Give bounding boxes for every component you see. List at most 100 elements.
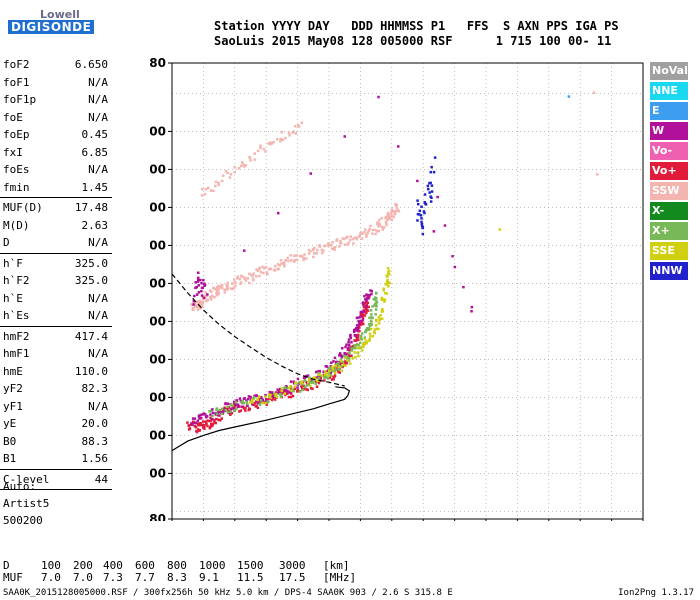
legend-item: SSE (650, 242, 688, 260)
trace-point (339, 242, 343, 245)
trace-point (256, 398, 260, 401)
trace-point (267, 142, 270, 145)
trace-point (191, 308, 194, 311)
trace-point (443, 224, 447, 227)
trace-point (195, 293, 199, 296)
trace-point (229, 403, 233, 406)
trace-point (214, 421, 217, 425)
trace-point (356, 351, 360, 354)
trace-point (197, 291, 201, 294)
trace-point (348, 351, 351, 355)
trace-point (252, 396, 256, 399)
trace-point (356, 328, 360, 331)
y-tick-label: 800 (150, 238, 166, 252)
trace-point (226, 284, 229, 287)
trace-point (281, 262, 285, 265)
trace-point (283, 389, 286, 392)
trace-point (312, 379, 316, 383)
trace-point (323, 376, 326, 379)
trace-point (248, 156, 251, 160)
trace-point (212, 286, 215, 290)
trace-point (200, 282, 203, 285)
param-name: h`F (3, 256, 23, 270)
trace-point (384, 292, 387, 295)
trace-point (279, 395, 283, 398)
trace-point (363, 231, 366, 234)
param-row: foEs N/A (0, 161, 112, 179)
trace-point (382, 289, 385, 292)
trace-point (349, 335, 352, 338)
trace-point (218, 414, 221, 417)
trace-point (316, 379, 319, 382)
trace-point (348, 362, 352, 365)
trace-point (354, 356, 357, 359)
trace-point (284, 136, 287, 140)
trace-point (201, 301, 205, 304)
trace-point (345, 361, 349, 365)
trace-point (305, 380, 308, 384)
trace-point (300, 121, 304, 124)
trace-point (353, 339, 356, 342)
trace-point (328, 376, 332, 379)
trace-point (324, 370, 327, 373)
trace-point (361, 314, 364, 317)
trace-point (353, 334, 357, 337)
trace-point (196, 300, 199, 303)
trace-point (353, 351, 356, 354)
param-row: h`F2 325.0 (0, 272, 112, 290)
trace-point (276, 137, 279, 141)
trace-point (272, 140, 275, 144)
trace-point (286, 390, 289, 393)
trace-point (214, 180, 218, 184)
trace-point (366, 326, 369, 330)
trace-point (430, 196, 433, 199)
trace-point (362, 342, 365, 345)
trace-point (395, 207, 399, 210)
trace-point (373, 302, 377, 306)
distance-row-unit: [km] (323, 559, 350, 572)
trace-point (197, 302, 200, 305)
trace-point (368, 293, 371, 297)
trace-point (203, 192, 207, 196)
param-row: C-level 44 (0, 471, 112, 489)
trace-point (212, 189, 215, 193)
trace-point (301, 381, 304, 384)
trace-point (320, 248, 324, 252)
trace-point (397, 145, 400, 148)
trace-point (276, 388, 279, 391)
trace-point (338, 365, 341, 369)
trace-point (264, 400, 268, 403)
trace-point (321, 251, 324, 255)
trace-point (359, 315, 362, 318)
trace-point (200, 294, 204, 297)
param-row: yE 20.0 (0, 415, 112, 433)
trace-point (384, 216, 387, 220)
param-name: h`Es (3, 309, 30, 322)
trace-point (379, 314, 382, 317)
trace-point (208, 410, 211, 413)
trace-point (283, 392, 286, 396)
trace-point (351, 237, 355, 241)
trace-point (429, 170, 432, 174)
trace-point (204, 420, 207, 423)
trace-point (296, 382, 299, 386)
trace-point (370, 289, 373, 293)
trace-point (348, 238, 352, 242)
trace-point (333, 248, 336, 251)
trace-point (266, 398, 270, 401)
param-value: N/A (88, 75, 108, 89)
trace-point (358, 323, 361, 326)
trace-point (187, 424, 190, 427)
trace-point (315, 385, 319, 388)
trace-point (332, 378, 335, 381)
trace-point (283, 261, 286, 264)
trace-point (199, 413, 202, 417)
trace-point (252, 278, 255, 282)
trace-point (217, 181, 220, 185)
trace-point (326, 244, 330, 247)
trace-point (268, 390, 271, 394)
trace-point (378, 218, 381, 222)
trace-point (191, 306, 194, 310)
param-value: 6.650 (74, 58, 108, 71)
trace-point (366, 293, 370, 297)
